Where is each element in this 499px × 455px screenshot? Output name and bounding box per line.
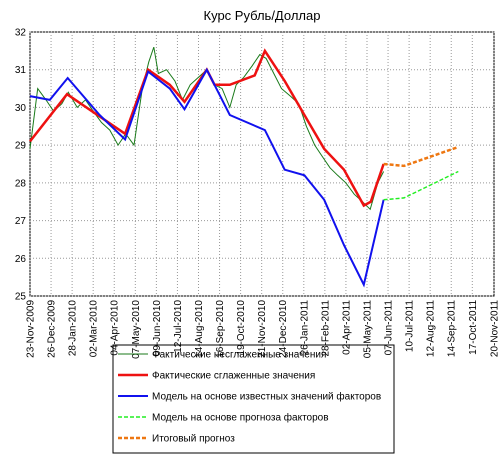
y-tick-label: 32 [15,28,27,39]
y-tick-label: 31 [15,65,27,76]
x-tick-label: 23-Nov-2009 [26,300,37,358]
y-tick-label: 30 [15,103,27,114]
x-tick-label: 19-Oct-2010 [236,300,247,356]
series-line [383,170,459,201]
y-tick-label: 26 [15,254,27,265]
legend-label: Модель на основе прогноза факторов [152,412,329,424]
chart-title: Курс Рубль/Доллар [204,8,321,23]
series-line [29,67,385,288]
x-tick-label: 20-Nov-2011 [490,300,499,358]
x-tick-label: 10-Jul-2011 [405,300,416,353]
x-tick-label: 09-Jun-2010 [152,300,163,357]
y-tick-label: 29 [15,141,27,152]
x-tick-label: 14-Aug-2010 [194,300,205,358]
x-tick-label: 26-Dec-2009 [47,300,58,358]
x-tick-label: 07-Jun-2011 [384,300,395,356]
x-tick-label: 07-May-2010 [131,300,142,359]
x-tick-label: 04-Apr-2010 [110,300,121,356]
x-tick-label: 12-Jul-2010 [173,300,184,353]
series-line [383,145,459,168]
x-tick-label: 12-Aug-2011 [426,300,437,358]
legend-label: Модель на основе известных значений факт… [152,391,381,403]
x-tick-label: 24-Dec-2010 [278,300,289,358]
x-tick-label: 02-Apr-2011 [341,300,352,355]
y-tick-label: 27 [15,216,27,227]
legend-label: Фактические несглаженные значения [152,350,326,361]
x-tick-label: 17-Oct-2011 [468,300,479,355]
y-tick-label: 25 [15,292,27,303]
x-tick-label: 28-Feb-2011 [320,300,331,357]
series-line [29,48,385,208]
y-tick-label: 28 [15,178,27,189]
x-tick-label: 26-Jan-2011 [299,300,310,356]
x-tick-label: 16-Sep-2010 [215,300,226,358]
x-tick-label: 05-May-2011 [362,300,373,359]
x-tick-label: 14-Sep-2011 [447,300,458,358]
x-tick-label: 28-Jan-2010 [68,300,79,357]
legend-label: Фактические сглаженные значения [152,371,315,382]
legend [112,344,395,454]
legend-label: Итоговый прогноз [152,434,235,445]
x-tick-label: 21-Nov-2010 [257,300,268,358]
x-tick-label: 02-Mar-2010 [89,300,100,358]
